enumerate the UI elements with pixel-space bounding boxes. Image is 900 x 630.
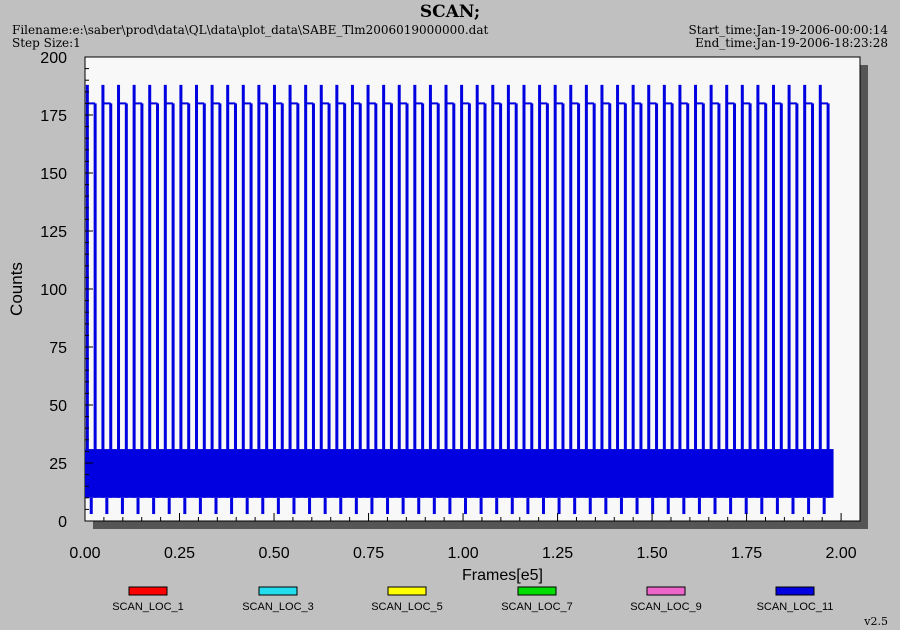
legend-swatch xyxy=(387,586,427,596)
legend-swatch xyxy=(775,586,815,596)
legend-label: SCAN_LOC_3 xyxy=(242,601,314,613)
series-band xyxy=(85,449,834,498)
legend-label: SCAN_LOC_9 xyxy=(630,601,702,613)
legend-label: SCAN_LOC_7 xyxy=(501,601,573,613)
x-tick-label: 0.50 xyxy=(258,545,289,562)
end-time-text: End_time:Jan-19-2006-18:23:28 xyxy=(695,36,888,50)
file-info: Filename:e:\saber\prod\data\QL\data\plot… xyxy=(12,24,488,50)
plot-area xyxy=(84,56,861,522)
x-tick-label: 0.75 xyxy=(353,545,384,562)
filename-text: Filename:e:\saber\prod\data\QL\data\plot… xyxy=(12,23,489,37)
y-tick-label: 75 xyxy=(49,340,67,357)
y-tick-label: 175 xyxy=(40,108,67,125)
y-tick-label: 200 xyxy=(40,50,67,67)
legend-swatch xyxy=(258,586,298,596)
version-label: v2.5 xyxy=(864,615,888,628)
y-tick-label: 50 xyxy=(49,398,67,415)
x-tick-label: 0.25 xyxy=(164,545,195,562)
time-info: Start_time:Jan-19-2006-00:00:14 End_time… xyxy=(689,24,889,50)
y-tick-label: 150 xyxy=(40,166,67,183)
y-tick-label: 0 xyxy=(58,514,67,531)
x-tick-label: 1.50 xyxy=(637,545,668,562)
x-tick-label: 0.00 xyxy=(69,545,100,562)
legend-swatch xyxy=(646,586,686,596)
x-axis-label: Frames[e5] xyxy=(462,567,543,584)
legend-label: SCAN_LOC_5 xyxy=(371,601,443,613)
y-tick-label: 100 xyxy=(40,282,67,299)
y-tick-label: 125 xyxy=(40,224,67,241)
x-tick-label: 2.00 xyxy=(826,545,857,562)
x-tick-label: 1.75 xyxy=(731,545,762,562)
legend-label: SCAN_LOC_11 xyxy=(757,601,834,613)
start-time-text: Start_time:Jan-19-2006-00:00:14 xyxy=(688,23,889,37)
x-tick-label: 1.25 xyxy=(542,545,573,562)
x-tick-label: 1.00 xyxy=(447,545,478,562)
y-tick-label: 25 xyxy=(49,456,67,473)
legend-swatch xyxy=(517,586,557,596)
legend-swatch xyxy=(128,586,168,596)
y-axis-label: Counts xyxy=(7,262,26,316)
legend-label: SCAN_LOC_1 xyxy=(112,601,184,613)
chart-title: SCAN; xyxy=(419,2,481,22)
step-size-text: Step Size:1 xyxy=(12,36,81,50)
